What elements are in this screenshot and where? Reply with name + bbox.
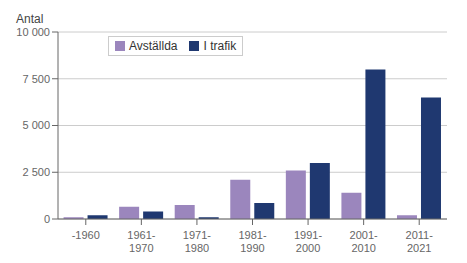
- svg-text:1991-2000: 1991-2000: [294, 229, 322, 253]
- html-text:Antal: Antal: [16, 12, 44, 26]
- svg-text:-1960: -1960: [72, 229, 100, 241]
- html-text:I trafik: I trafik: [203, 39, 237, 53]
- svg-text:5 000: 5 000: [22, 119, 50, 131]
- svg-text:7 500: 7 500: [22, 73, 50, 85]
- svg-text:2001-2010: 2001-2010: [350, 229, 378, 253]
- svg-text:0: 0: [44, 213, 50, 225]
- svg-text:1981-1990: 1981-1990: [238, 229, 266, 253]
- html-text:Avställda: Avställda: [129, 39, 178, 53]
- svg-text:1961-1970: 1961-1970: [127, 229, 155, 253]
- svg-text:2011-2021: 2011-2021: [406, 229, 434, 253]
- svg-text:10 000: 10 000: [16, 26, 50, 38]
- svg-text:2 500: 2 500: [22, 166, 50, 178]
- svg-text:1971-1980: 1971-1980: [183, 229, 211, 253]
